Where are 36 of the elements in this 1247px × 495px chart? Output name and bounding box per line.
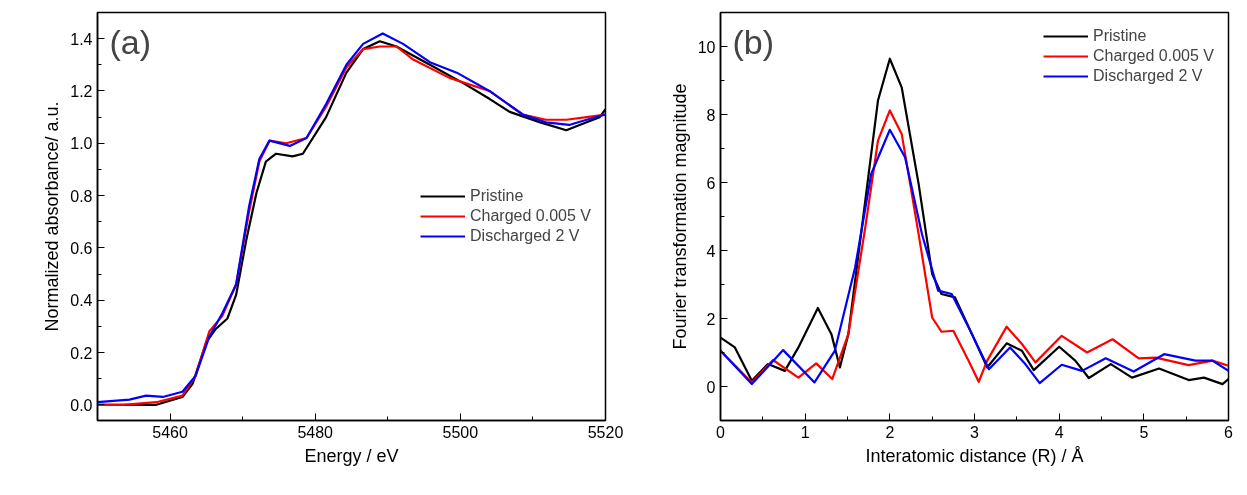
x-tick-label: 3	[970, 423, 980, 441]
x-tick-label: 6	[1224, 423, 1234, 441]
y-axis-title: Fourier transformation magnitude	[669, 83, 690, 350]
x-tick-label: 2	[885, 423, 895, 441]
annotation: (a)	[109, 22, 152, 61]
y-axis-title: Normalized absorbance/ a.u.	[42, 101, 63, 332]
x-tick-label: 1	[800, 423, 810, 441]
x-tick-label: 5500	[442, 423, 479, 441]
y-tick-label: 6	[706, 174, 716, 192]
legend-label: Pristine	[1093, 27, 1147, 45]
y-tick-label: 4	[706, 242, 716, 260]
y-tick-label: 1.2	[70, 82, 93, 100]
y-tick-label: 8	[706, 106, 716, 124]
legend-label: Pristine	[470, 187, 524, 205]
x-tick-label: 5460	[152, 423, 188, 441]
legend-label: Charged 0.005 V	[1093, 47, 1214, 65]
y-tick-label: 1.4	[70, 30, 93, 48]
annotation: (b)	[732, 22, 775, 61]
x-axis-title: Energy / eV	[304, 445, 399, 466]
y-tick-label: 0.0	[70, 396, 93, 414]
y-tick-label: 2	[706, 310, 716, 328]
y-tick-label: 0.2	[70, 344, 93, 362]
legend-label: Discharged 2 V	[1093, 67, 1203, 85]
legend-label: Discharged 2 V	[470, 227, 580, 245]
x-axis-title: Interatomic distance (R) / Å	[865, 445, 1084, 466]
y-tick-label: 1.0	[70, 135, 93, 153]
x-tick-label: 5480	[297, 423, 334, 441]
y-tick-label: 10	[697, 38, 716, 56]
y-tick-label: 0	[706, 378, 716, 396]
x-tick-label: 4	[1054, 423, 1064, 441]
legend-label: Charged 0.005 V	[470, 207, 591, 225]
x-tick-label: 5520	[587, 423, 624, 441]
y-tick-label: 0.4	[70, 292, 93, 310]
y-tick-label: 0.6	[70, 239, 93, 257]
x-tick-label: 5	[1139, 423, 1149, 441]
y-tick-label: 0.8	[70, 187, 93, 205]
